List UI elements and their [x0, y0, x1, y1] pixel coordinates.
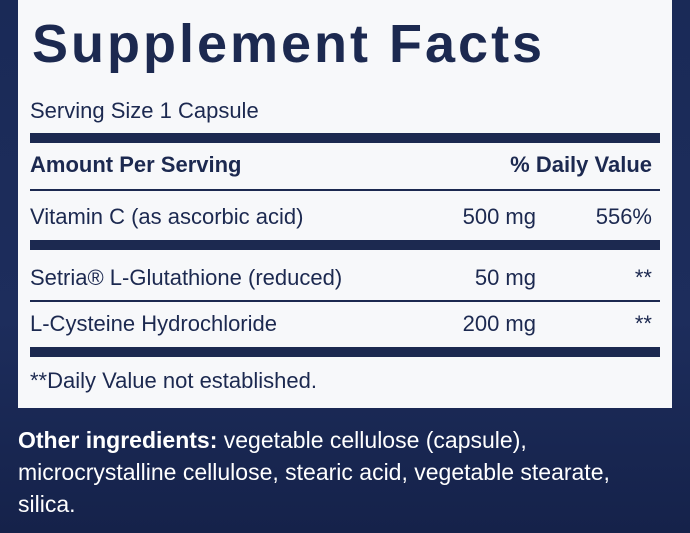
serving-size: Serving Size 1 Capsule [30, 98, 259, 123]
row-name: L-Cysteine Hydrochloride [30, 311, 277, 336]
other-ingredients-label: Other ingredients: [18, 427, 218, 453]
divider [30, 133, 660, 143]
divider [30, 189, 660, 191]
row-daily-value: 556% [595, 204, 652, 229]
header-daily-value: % Daily Value [510, 152, 652, 177]
other-ingredients: Other ingredients: vegetable cellulose (… [18, 424, 658, 520]
row-amount: 500 mg [462, 204, 536, 229]
row-amount: 50 mg [474, 265, 536, 290]
row-amount: 200 mg [462, 311, 536, 336]
divider [30, 347, 660, 357]
row-name: Setria® L-Glutathione (reduced) [30, 265, 343, 290]
facts-panel: Supplement Facts Serving Size 1 Capsule … [18, 0, 672, 408]
header-amount: Amount Per Serving [30, 152, 242, 177]
other-ingredients-text: vegetable cellulose (capsule), microcrys… [18, 427, 610, 517]
row-daily-value: ** [634, 311, 652, 336]
divider [30, 300, 660, 302]
title: Supplement Facts [32, 14, 546, 74]
row-name: Vitamin C (as ascorbic acid) [30, 204, 304, 229]
footnote: **Daily Value not established. [30, 368, 317, 393]
row-daily-value: ** [634, 265, 652, 290]
divider [30, 240, 660, 250]
